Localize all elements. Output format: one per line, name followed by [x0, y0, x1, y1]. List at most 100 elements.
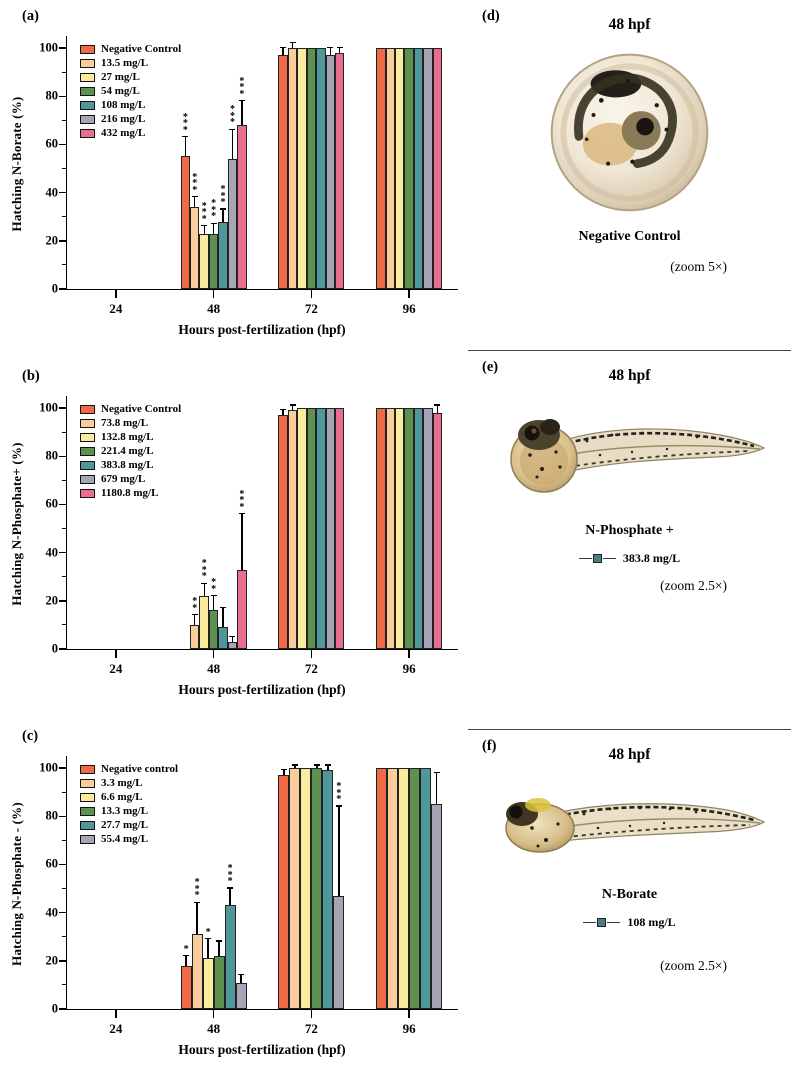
error-bar-cap — [191, 613, 198, 616]
error-bar-cap — [201, 225, 208, 227]
bar — [237, 125, 247, 289]
legend-swatch — [80, 86, 95, 96]
bar — [199, 233, 209, 289]
legend-swatch — [80, 128, 95, 138]
x-tick-label: 48 — [207, 301, 221, 316]
embryo-in-chorion-image — [550, 53, 708, 212]
significance-stars: * * * — [239, 488, 245, 513]
error-bar-cap — [280, 409, 287, 411]
bar — [287, 48, 298, 289]
error-bar — [240, 975, 242, 983]
error-bar-cap — [324, 764, 331, 766]
bar — [413, 48, 424, 289]
legend-swatch — [80, 764, 95, 774]
error-bar-cap — [182, 135, 189, 138]
x-tick-label: 96 — [402, 661, 416, 676]
error-bar — [184, 137, 186, 157]
significance-stars: * * * — [201, 558, 207, 583]
legend-label: 1180.8 mg/L — [101, 487, 159, 499]
legend-label: 27.7 mg/L — [101, 819, 149, 831]
photo-legend-label-e: 383.8 mg/L — [622, 551, 681, 565]
error-bar — [203, 583, 205, 596]
legend-swatch — [80, 488, 95, 498]
zoom-note-f: (zoom 2.5×) — [660, 958, 727, 973]
x-tick — [408, 649, 410, 658]
bar — [306, 408, 317, 649]
y-tick-label: 20 — [45, 233, 59, 248]
bar — [420, 768, 432, 1009]
bar — [432, 412, 443, 649]
legend-swatch — [80, 100, 95, 110]
error-bar-cap — [220, 606, 227, 609]
error-bar — [194, 197, 196, 208]
bar — [227, 158, 238, 289]
error-bar — [327, 765, 329, 771]
error-bar-cap — [191, 196, 198, 198]
y-minor-tick — [62, 264, 67, 266]
x-tick-label: 72 — [304, 661, 318, 676]
y-tick — [59, 240, 67, 242]
photo-panel-e: (e) 48 hpf — [468, 351, 791, 729]
error-bar-cap — [335, 805, 342, 807]
y-tick — [59, 960, 67, 962]
legend-item: 13.5 mg/L — [80, 57, 181, 69]
y-tick-label: 100 — [39, 40, 58, 55]
error-bar — [339, 48, 341, 53]
divider-2 — [468, 729, 791, 730]
y-tick — [59, 455, 67, 457]
photo-column: (d) 48 hpf — [468, 0, 791, 1080]
x-tick — [408, 1009, 410, 1018]
x-tick — [310, 1009, 313, 1018]
x-tick-label: 72 — [304, 301, 318, 316]
significance-stars: * * * — [211, 198, 217, 223]
legend-label: 13.3 mg/L — [101, 805, 149, 817]
bar — [376, 48, 386, 289]
y-tick-label: 80 — [45, 448, 59, 463]
significance-stars: * * * — [229, 104, 235, 129]
bar — [387, 768, 399, 1009]
error-bar-cap — [201, 582, 208, 584]
x-tick-label: 96 — [402, 301, 416, 316]
significance-stars: * * * — [182, 111, 188, 136]
panel-label-b: (b) — [22, 368, 40, 384]
y-axis-label-a: Hatching N-Borate (%) — [9, 96, 24, 232]
significance-stars: * * — [211, 577, 217, 595]
y-tick — [59, 911, 67, 914]
error-bar-cap — [227, 887, 234, 889]
legend-item: 1180.8 mg/L — [80, 487, 181, 499]
legend-label: 132.8 mg/L — [101, 431, 154, 443]
bar — [431, 804, 443, 1009]
legend-label: 216 mg/L — [101, 113, 146, 125]
y-axis-label-c: Hatching N-Phosphate - (%) — [9, 802, 24, 966]
legend-swatch — [80, 114, 95, 124]
charts-column: (a) Hatching N-Borate (%) 0 20 40 60 80 100 24… — [9, 8, 458, 1057]
error-bar-cap — [313, 764, 320, 766]
legend-item: 54 mg/L — [80, 85, 181, 97]
error-bar — [222, 608, 224, 628]
bar — [278, 775, 290, 1009]
bar — [218, 221, 228, 289]
legend-label: 432 mg/L — [101, 127, 146, 139]
x-tick — [212, 649, 215, 658]
y-minor-tick — [62, 119, 67, 121]
y-minor-tick — [62, 216, 67, 218]
legend-line-icon — [578, 558, 592, 559]
error-bar — [194, 615, 196, 625]
y-minor-tick — [62, 528, 67, 530]
chart-legend: Negative control 3.3 mg/L 6.6 mg/L 13.3 mg/… — [80, 763, 178, 845]
x-tick — [310, 289, 313, 298]
bar — [394, 408, 405, 649]
error-bar-cap — [238, 973, 245, 976]
error-bar — [316, 765, 318, 769]
error-bar-cap — [216, 940, 223, 942]
x-axis-label-a: Hours post-fertilization (hpf) — [178, 322, 346, 337]
bar — [333, 895, 345, 1009]
legend-swatch — [80, 792, 95, 802]
error-bar — [196, 903, 198, 935]
legend-item: 73.8 mg/L — [80, 417, 181, 429]
zoom-note-d: (zoom 5×) — [670, 259, 727, 274]
y-minor-tick — [62, 791, 67, 793]
y-minor-tick — [62, 71, 67, 73]
y-tick — [59, 551, 67, 554]
bar — [325, 55, 335, 289]
